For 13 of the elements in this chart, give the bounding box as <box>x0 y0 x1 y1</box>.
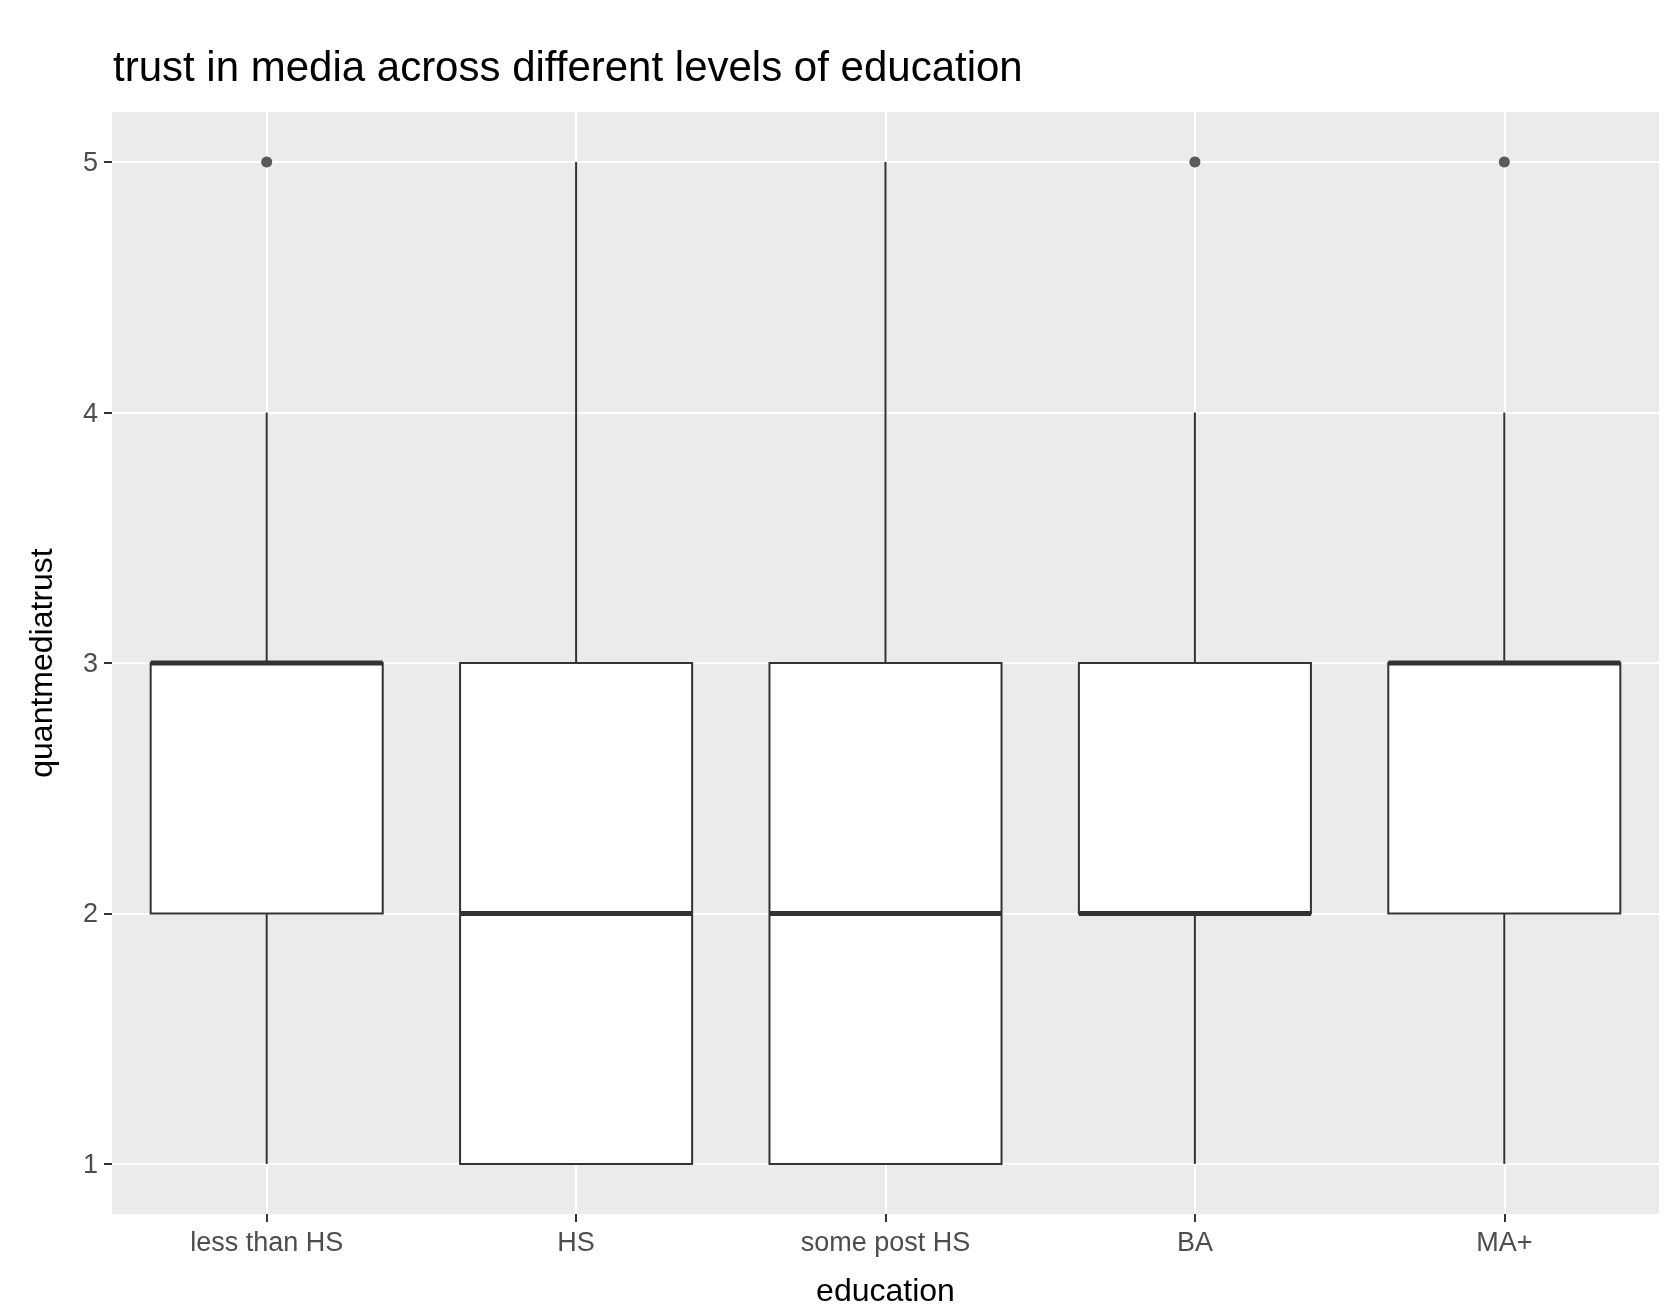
y-axis-title: quantmediatrust <box>23 548 59 778</box>
chart-title: trust in media across different levels of education <box>113 42 1023 90</box>
y-tick-label: 5 <box>82 147 98 178</box>
x-axis-title: education <box>816 1272 955 1308</box>
y-tick-label: 3 <box>82 648 98 678</box>
x-tick-label: less than HS <box>190 1226 344 1257</box>
x-tick-label: BA <box>1176 1226 1213 1257</box>
x-tick-label: MA+ <box>1476 1226 1533 1257</box>
y-tick-label: 2 <box>82 898 98 929</box>
y-tick-label: 4 <box>82 397 98 428</box>
y-tick-label: 1 <box>82 1148 98 1179</box>
x-tick-label: HS <box>557 1226 595 1257</box>
x-tick-label: some post HS <box>800 1226 971 1257</box>
